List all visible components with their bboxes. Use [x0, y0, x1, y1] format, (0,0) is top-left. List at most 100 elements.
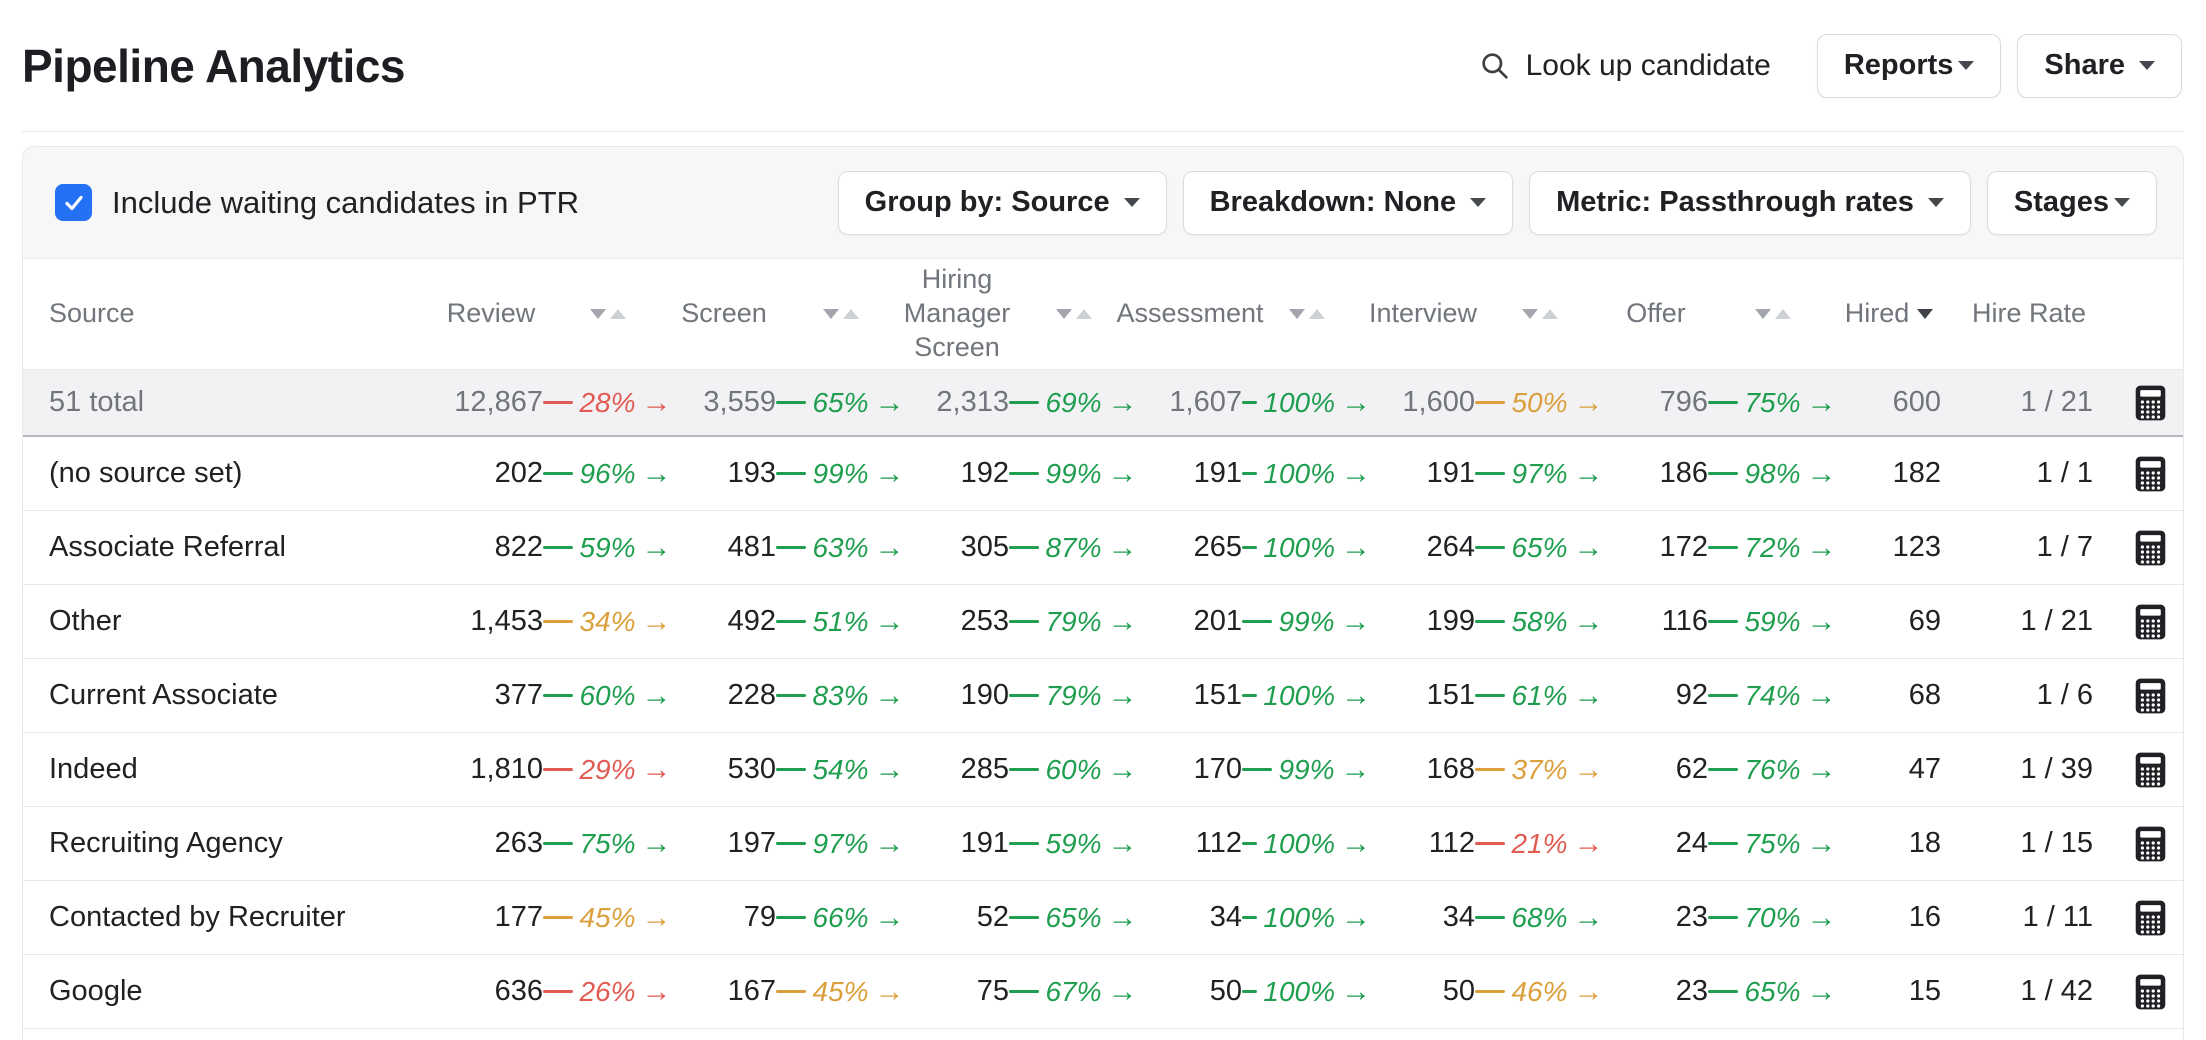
rate-arrow-icon: → — [1341, 900, 1371, 934]
stage-count: 530 — [727, 753, 776, 785]
rate-dash-icon — [1475, 620, 1506, 623]
rate-arrow-icon: → — [1341, 385, 1371, 419]
rate-percent: 67% — [1045, 975, 1102, 1007]
stages-dropdown[interactable]: Stages — [1986, 170, 2157, 235]
sort-up-icon — [1774, 309, 1791, 319]
col-header-assessment[interactable]: Assessment — [1116, 298, 1264, 329]
passthrough-rate: 21% → — [1475, 828, 1604, 860]
table-row: Current Associate 377 60% → 228 83% → 190 79% → 15… — [23, 659, 2183, 733]
page-title: Pipeline Analytics — [22, 39, 406, 92]
rate-percent: 87% — [1045, 531, 1102, 563]
stage-count: 34 — [1209, 901, 1242, 933]
rate-dash-icon — [1242, 620, 1273, 623]
rate-arrow-icon: → — [1573, 385, 1604, 419]
caret-down-icon — [1927, 198, 1944, 207]
stage-count: 50 — [1209, 975, 1242, 1007]
rate-dash-icon — [1009, 472, 1040, 475]
col-header-hired[interactable]: Hired — [1837, 297, 1941, 331]
rate-percent: 98% — [1744, 457, 1801, 489]
checkbox-checked-icon[interactable] — [55, 184, 92, 221]
rate-percent: 100% — [1263, 531, 1335, 563]
stage-count: 123 — [1892, 531, 1941, 563]
rate-dash-icon — [1242, 842, 1258, 845]
reports-button[interactable]: Reports — [1816, 33, 2002, 98]
stage-count: 79 — [743, 901, 776, 933]
rate-percent: 45% — [812, 975, 869, 1007]
sort-toggle-hiring-manager-screen[interactable] — [1009, 309, 1138, 319]
passthrough-rate: 75% → — [1708, 828, 1837, 860]
calculator-button[interactable] — [2117, 826, 2183, 862]
col-header-review[interactable]: Review — [446, 298, 536, 329]
rate-percent: 37% — [1511, 753, 1568, 785]
rate-dash-icon — [1708, 842, 1739, 845]
table-row: Other 1,453 34% → 492 51% → 253 79% → 201 99% → 199 58… — [23, 585, 2183, 659]
stage-count: 305 — [960, 531, 1009, 563]
calculator-button[interactable] — [2117, 752, 2183, 788]
rate-percent: 26% — [579, 975, 636, 1007]
rate-dash-icon — [1475, 472, 1506, 475]
col-header-offer[interactable]: Offer — [1626, 298, 1686, 329]
include-waiting-checkbox[interactable]: Include waiting candidates in PTR — [55, 184, 579, 221]
calculator-button[interactable] — [2117, 900, 2183, 936]
sort-toggle-screen[interactable] — [776, 309, 905, 319]
calculator-button[interactable] — [2117, 385, 2183, 421]
stage-count: 172 — [1659, 531, 1708, 563]
passthrough-rate: 100% → — [1242, 458, 1371, 490]
rate-dash-icon — [776, 472, 807, 475]
sort-toggle-review[interactable] — [543, 309, 672, 319]
stage-count: 228 — [727, 679, 776, 711]
passthrough-rate: 63% → — [776, 532, 905, 564]
passthrough-rate: 58% → — [1475, 606, 1604, 638]
hire-rate-cell: 1 / 7 — [2036, 531, 2093, 563]
rate-dash-icon — [776, 401, 807, 404]
lookup-candidate[interactable]: Look up candidate — [1479, 49, 1771, 83]
passthrough-rate: 54% → — [776, 754, 905, 786]
rate-percent: 65% — [812, 386, 869, 418]
rate-arrow-icon: → — [1573, 604, 1604, 638]
rate-arrow-icon: → — [1806, 604, 1837, 638]
col-header-hire-rate[interactable]: Hire Rate — [1971, 298, 2087, 329]
metric-dropdown[interactable]: Metric: Passthrough rates — [1529, 170, 1971, 235]
passthrough-rate: 74% → — [1708, 680, 1837, 712]
rate-percent: 66% — [812, 901, 869, 933]
rate-dash-icon — [1475, 842, 1506, 845]
share-button[interactable]: Share — [2017, 33, 2182, 98]
passthrough-rate: 75% → — [1708, 387, 1837, 419]
col-header-interview[interactable]: Interview — [1368, 298, 1478, 329]
rate-dash-icon — [1242, 694, 1258, 697]
hire-rate-cell: 1 / 42 — [2020, 975, 2093, 1007]
group-by-dropdown[interactable]: Group by: Source — [837, 170, 1167, 235]
calculator-button[interactable] — [2117, 678, 2183, 714]
sort-down-icon — [1521, 309, 1538, 319]
col-header-screen[interactable]: Screen — [681, 298, 767, 329]
stage-count: 192 — [960, 457, 1009, 489]
calculator-button[interactable] — [2117, 974, 2183, 1010]
stage-count: 1,453 — [470, 605, 543, 637]
rate-percent: 51% — [812, 605, 869, 637]
passthrough-rate: 79% → — [1009, 606, 1138, 638]
sort-toggle-assessment[interactable] — [1242, 309, 1371, 319]
stage-count: 636 — [494, 975, 543, 1007]
passthrough-rate: 61% → — [1475, 680, 1604, 712]
stage-count: 68 — [1908, 679, 1941, 711]
rate-arrow-icon: → — [1573, 900, 1604, 934]
calculator-button[interactable] — [2117, 604, 2183, 640]
passthrough-rate: 100% → — [1242, 976, 1371, 1008]
passthrough-rate: 99% → — [1242, 754, 1371, 786]
stage-count: 151 — [1193, 679, 1242, 711]
stage-count: 151 — [1426, 679, 1475, 711]
sort-toggle-interview[interactable] — [1475, 309, 1604, 319]
rate-arrow-icon: → — [1341, 456, 1371, 490]
col-header-source[interactable]: Source — [49, 298, 135, 329]
stage-count: 167 — [727, 975, 776, 1007]
stage-count: 191 — [960, 827, 1009, 859]
hire-rate-cell: 1 / 15 — [2020, 827, 2093, 859]
breakdown-dropdown[interactable]: Breakdown: None — [1182, 170, 1514, 235]
rate-arrow-icon: → — [1107, 530, 1138, 564]
calculator-button[interactable] — [2117, 456, 2183, 492]
passthrough-rate: 67% → — [1009, 976, 1138, 1008]
passthrough-rate: 100% → — [1242, 532, 1371, 564]
sort-toggle-offer[interactable] — [1708, 309, 1837, 319]
col-header-hiring-manager-screen[interactable]: Hiring Manager Screen — [903, 264, 1011, 362]
calculator-button[interactable] — [2117, 530, 2183, 566]
